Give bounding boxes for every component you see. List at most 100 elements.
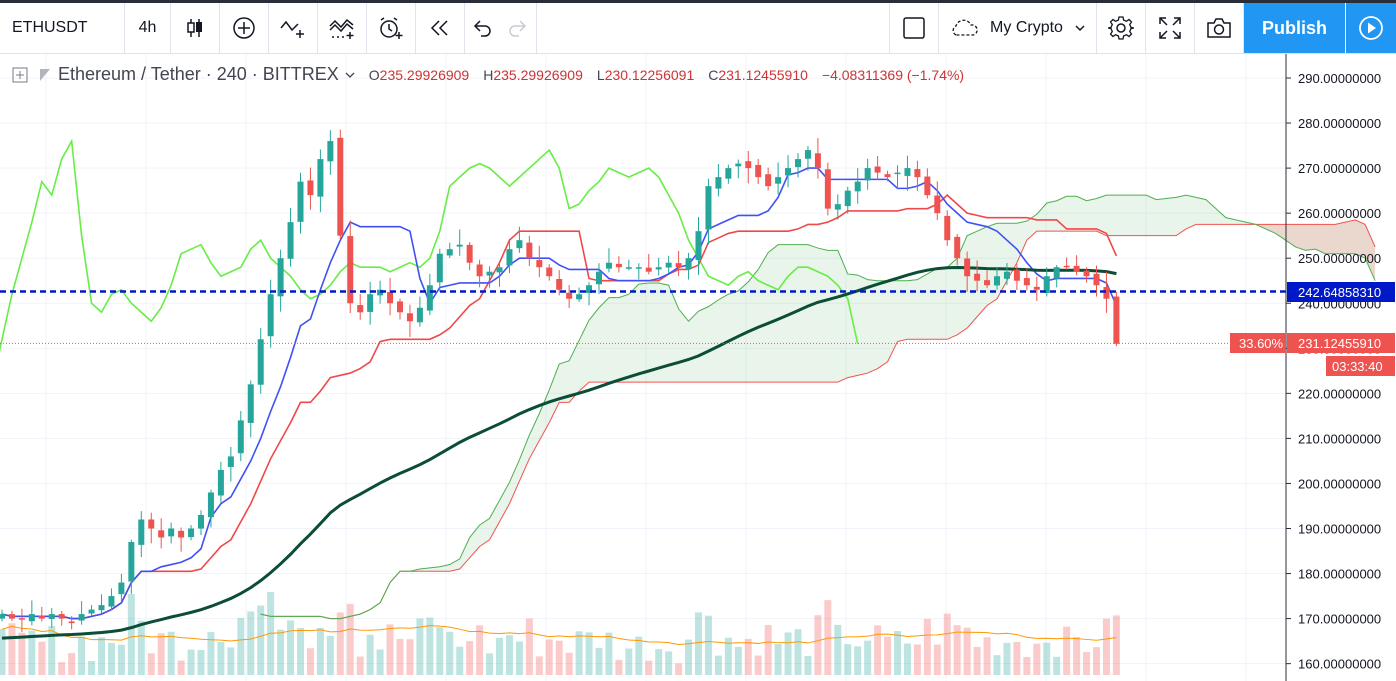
volume-bar [277,629,285,675]
price-tick-label: 220.00000000 [1298,386,1381,401]
candle-body [397,301,403,313]
layout-dropdown[interactable]: My Crypto [939,3,1097,53]
price-chart[interactable]: 290.00000000 280.00000000 270.00000000 260.… [0,54,1396,681]
indicators-button[interactable] [269,3,318,53]
candle-body [984,280,991,286]
candle [795,153,801,178]
volume-bar [1073,636,1081,675]
volume-bar [1053,656,1061,675]
volume-bar [356,656,364,675]
candle [426,273,433,316]
candle-body [138,519,145,545]
candle-body [844,190,851,207]
candle [486,266,493,288]
price-tick-label: 190.00000000 [1298,522,1381,537]
candle-body [466,244,473,263]
volume-bar [605,632,613,675]
select-mode-button[interactable] [890,3,939,53]
candle-body [775,177,782,184]
candle-body [118,582,125,595]
candle-body [745,161,752,169]
price-tick-label: 200.00000000 [1298,476,1381,491]
snapshot-button[interactable] [1195,3,1244,53]
volume-bar [48,626,56,675]
candle [844,186,851,214]
volume-bar [117,644,125,675]
play-button[interactable] [1345,3,1396,53]
candle [168,522,175,544]
candle [237,410,244,462]
candle-body [755,164,762,178]
percent-label-bg [1230,333,1286,353]
volume-bar [1093,647,1100,675]
candle [367,281,374,325]
templates-button[interactable] [318,3,367,53]
candle-body [994,276,1000,286]
volume-bar [555,640,563,675]
chevron-down-icon[interactable] [345,71,355,79]
candle-body [227,456,234,467]
candle-body [735,163,742,167]
volume-bar [346,603,354,675]
top-edge [0,0,1396,3]
chart-type-button[interactable] [171,3,220,53]
candle-body [864,168,871,181]
volume-bar [655,649,663,675]
candle [615,256,622,273]
candle-body [546,267,553,277]
interval-button[interactable]: 4h [125,3,171,53]
candle-body [655,267,662,270]
candle-body [814,153,821,169]
candle [496,260,503,287]
candle [1073,255,1080,276]
candle [337,129,344,239]
settings-button[interactable] [1097,3,1146,53]
candle [566,285,573,308]
candle [586,282,593,306]
candle [924,168,931,199]
volume-bar [486,653,494,675]
candle-body [625,267,632,269]
volume-bar [545,639,553,675]
candle-body [347,236,354,304]
candle [48,608,55,628]
candle-body [536,260,543,268]
price-scale[interactable]: 290.00000000 280.00000000 270.00000000 260.… [1286,71,1381,672]
candle [874,155,881,181]
candle [596,263,602,294]
symbol-search-button[interactable]: ETHUSDT [0,3,125,53]
candle-body [456,244,463,247]
candle-body [974,273,981,281]
volume-bar [505,635,513,675]
volume-bar [913,644,921,675]
publish-button[interactable]: Publish [1244,3,1345,53]
candle [775,162,782,195]
redo-button[interactable] [499,3,537,53]
volume-bar [784,632,792,675]
compare-button[interactable] [220,3,269,53]
fullscreen-button[interactable] [1146,3,1195,53]
candle-body [267,294,274,337]
candle-body [824,169,831,209]
price-tick-label: 180.00000000 [1298,567,1381,582]
candle [1013,264,1020,291]
candle [8,610,15,622]
low-label: L [596,66,605,83]
candle [118,573,125,603]
candle-body [705,186,712,230]
countdown-label: 03:33:40 [1332,359,1383,374]
candle [954,233,961,266]
alert-button[interactable] [367,3,416,53]
templates-icon [329,18,354,39]
undo-button[interactable] [465,3,499,53]
candle [735,159,742,179]
candle-body [0,614,5,619]
candle [625,259,632,271]
candle [695,216,702,276]
symbol-title[interactable]: Ethereum / Tether · 240 · BITTREX [58,64,339,84]
volume-bar [466,641,474,675]
candle [397,298,403,320]
candle-body [337,137,344,236]
bar-replay-button[interactable] [416,3,465,53]
collapse-legend-icon[interactable] [12,67,28,83]
